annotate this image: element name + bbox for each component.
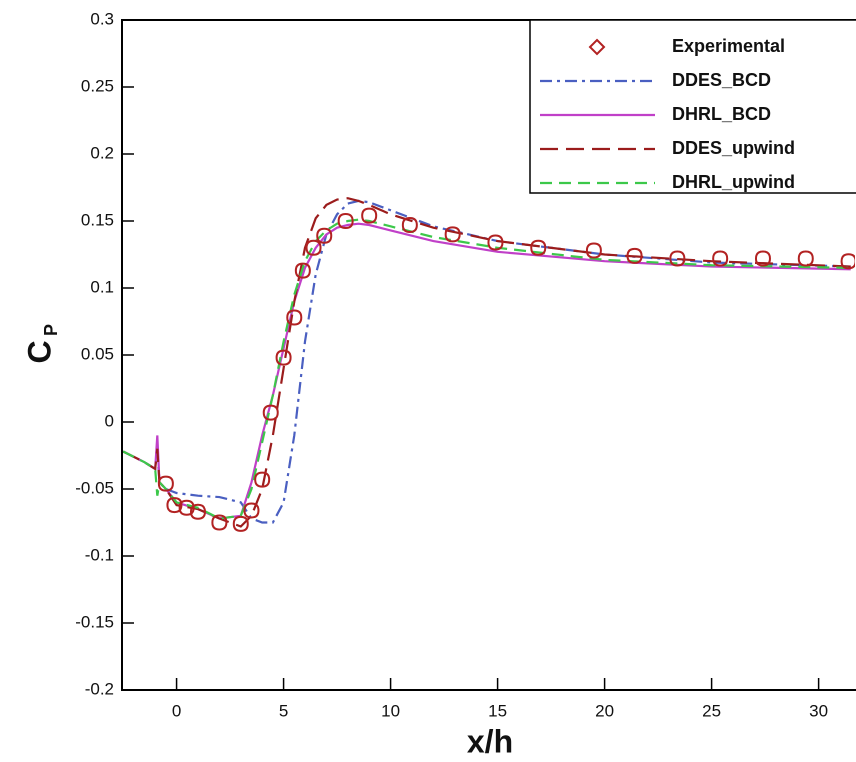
experimental-marker	[275, 349, 292, 366]
y-tick-label: 0.25	[81, 76, 114, 95]
experimental-marker	[243, 502, 260, 519]
experimental-marker	[157, 475, 174, 492]
legend-label: DHRL_BCD	[672, 104, 771, 124]
experimental-marker	[232, 515, 249, 532]
series-line	[122, 197, 851, 528]
experimental-marker	[626, 247, 643, 264]
experimental-marker	[585, 242, 602, 259]
y-tick-label: 0	[105, 411, 114, 430]
y-axis-label: C	[21, 340, 57, 363]
experimental-marker	[797, 250, 814, 267]
experimental-marker	[337, 212, 354, 230]
experimental-marker	[361, 207, 378, 224]
experimental-marker	[254, 471, 271, 488]
experimental-marker	[401, 217, 418, 234]
series-line	[122, 222, 851, 520]
experimental-marker	[754, 250, 771, 267]
experimental-marker	[487, 234, 504, 251]
y-tick-label: 0.3	[90, 9, 114, 28]
x-tick-label: 15	[488, 701, 507, 720]
experimental-marker	[211, 514, 228, 531]
experimental-marker	[840, 253, 855, 270]
y-tick-label: 0.2	[90, 143, 114, 162]
x-tick-label: 30	[809, 701, 828, 720]
x-tick-label: 5	[279, 701, 288, 720]
y-tick-label: -0.05	[75, 478, 114, 497]
experimental-marker	[262, 404, 279, 421]
experimental-marker	[712, 250, 729, 267]
experimental-marker	[316, 227, 333, 244]
y-axis-label-group: C P	[21, 324, 60, 364]
experimental-marker	[294, 262, 311, 279]
x-tick-label: 10	[381, 701, 400, 720]
x-tick-label: 20	[595, 701, 614, 720]
legend-box	[529, 19, 856, 194]
legend-label: Experimental	[672, 36, 785, 56]
y-tick-label: -0.1	[85, 545, 114, 564]
plot-frame	[121, 19, 856, 691]
experimental-marker	[178, 499, 195, 516]
experimental-marker	[444, 226, 461, 243]
y-axis-label-subscript: P	[41, 324, 61, 336]
y-tick-label: 0.15	[81, 210, 114, 229]
x-tick-label: 0	[172, 701, 181, 720]
y-tick-label: -0.15	[75, 612, 114, 631]
y-tick-label: 0.05	[81, 344, 114, 363]
legend-label: DDES_upwind	[672, 138, 795, 158]
y-tick-label: 0.1	[90, 277, 114, 296]
experimental-marker	[669, 250, 686, 267]
experimental-marker	[189, 503, 206, 520]
y-tick-label: -0.2	[85, 679, 114, 698]
x-axis-label: x/h	[467, 723, 513, 759]
legend-label: DHRL_upwind	[672, 172, 795, 192]
experimental-marker	[286, 309, 303, 326]
x-tick-label: 25	[702, 701, 721, 720]
legend-label: DDES_BCD	[672, 70, 771, 90]
legend-marker	[588, 38, 606, 56]
experimental-marker	[530, 239, 547, 256]
experimental-marker	[305, 239, 322, 256]
